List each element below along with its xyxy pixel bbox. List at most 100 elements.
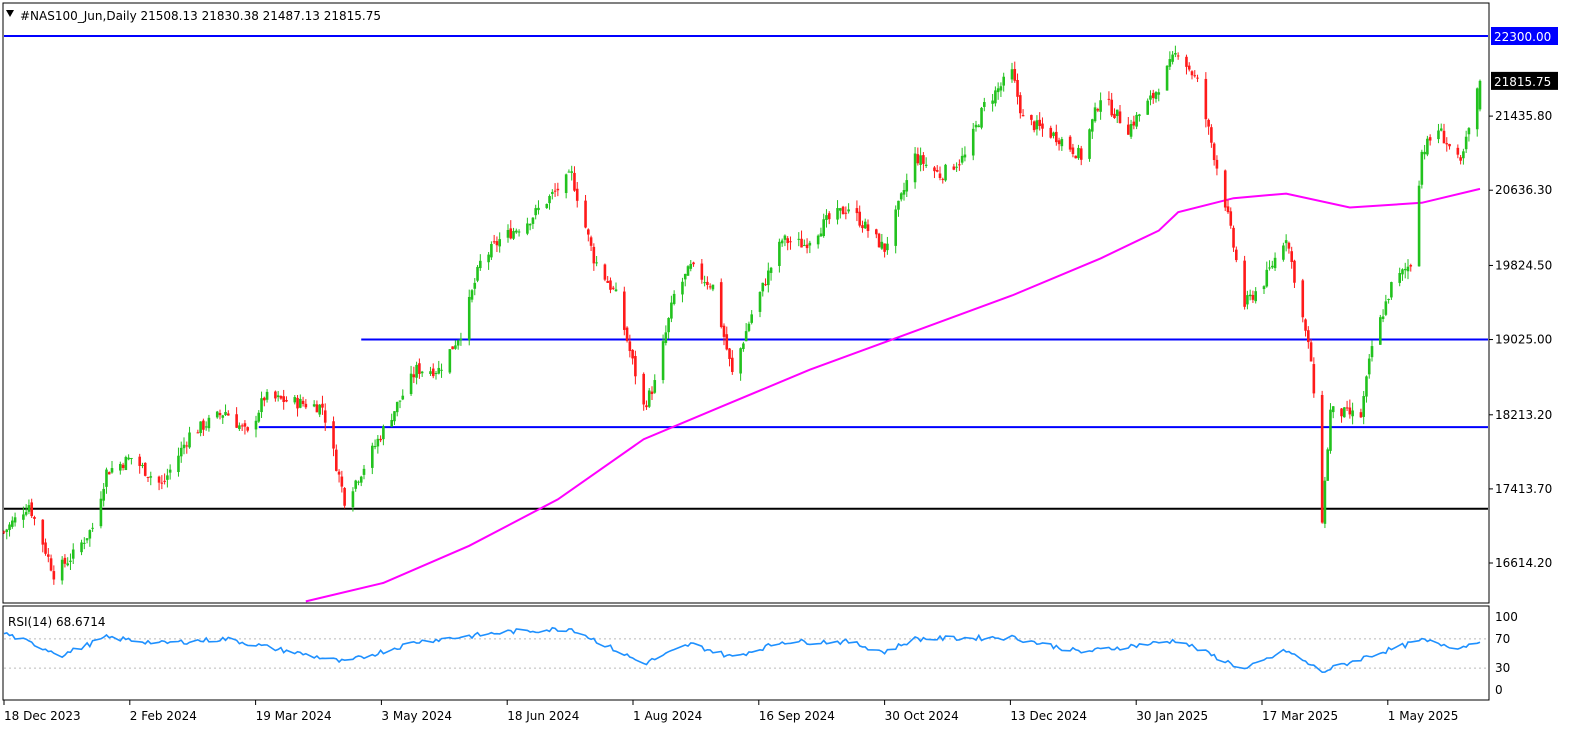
candle-body (373, 446, 377, 448)
time-tick-label: 18 Dec 2023 (4, 709, 81, 723)
candle-body (11, 520, 14, 527)
candle-body (681, 281, 684, 295)
candle-body (318, 404, 321, 415)
candle-body (1287, 242, 1291, 249)
candle-body (1110, 99, 1113, 116)
candle-body (983, 102, 986, 107)
candle-body (526, 223, 529, 234)
candle-body (1196, 77, 1199, 79)
candle-body (614, 289, 618, 292)
candle-body (899, 193, 903, 200)
candle-body (551, 192, 554, 194)
candle-body (1448, 143, 1451, 147)
candle-body (1068, 136, 1072, 150)
triangle-down-icon[interactable] (6, 10, 14, 17)
candle-body (138, 456, 141, 466)
candle-body (285, 399, 288, 402)
candle-body (315, 404, 319, 413)
candle-body (935, 169, 939, 172)
candle-body (825, 215, 828, 220)
candle-body (359, 476, 363, 483)
candle-body (1265, 269, 1269, 287)
candle-body (1343, 407, 1346, 418)
candle-body (722, 325, 726, 337)
candle-body (199, 421, 202, 434)
candle-body (121, 464, 125, 469)
candle-body (52, 571, 56, 580)
candle-body (844, 212, 848, 214)
candle-body (1340, 408, 1343, 417)
candle-body (459, 338, 463, 341)
candle-body (924, 164, 928, 166)
candle-body (376, 438, 380, 447)
candle-body (686, 266, 690, 276)
candle-body (418, 363, 421, 374)
candle-body (769, 267, 773, 273)
candle-body (625, 327, 629, 341)
candle-body (340, 476, 344, 487)
candle-body (875, 229, 878, 235)
candle-body (1254, 291, 1257, 302)
candle-body (1464, 136, 1468, 150)
candle-body (1226, 206, 1230, 213)
candle-body (274, 391, 277, 399)
candle-body (221, 415, 225, 418)
candle-body (215, 411, 219, 418)
price-tick-label: 18213.20 (1495, 408, 1552, 422)
candle-body (1113, 113, 1116, 118)
candle-body (1074, 155, 1077, 159)
candle-body (1442, 130, 1446, 144)
time-tick-label: 18 Jun 2024 (507, 709, 579, 723)
candle-body (1359, 412, 1363, 418)
candle-body (71, 549, 75, 559)
candle-body (479, 260, 482, 269)
candle-body (1146, 100, 1149, 115)
candle-body (204, 426, 208, 428)
candle-body (1307, 330, 1310, 343)
candle-body (401, 395, 405, 400)
candle-body (282, 396, 285, 403)
candle-body (609, 280, 612, 290)
candle-body (382, 426, 385, 440)
candle-body (1426, 138, 1429, 155)
candle-body (22, 514, 25, 520)
candle-body (91, 527, 94, 529)
candle-body (650, 391, 654, 395)
candle-body (941, 178, 945, 180)
candle-body (296, 397, 299, 409)
candle-body (1331, 406, 1335, 413)
candle-body (1478, 80, 1482, 110)
candle-body (1057, 140, 1061, 145)
candle-body (805, 244, 809, 249)
candle-body (1365, 376, 1368, 397)
candle-body (398, 400, 402, 402)
rsi-tick-label: 0 (1495, 683, 1503, 697)
candle-body (1010, 69, 1014, 80)
candle-body (246, 427, 249, 431)
candle-body (1041, 123, 1044, 129)
candle-body (1055, 131, 1058, 143)
candle-body (955, 166, 958, 168)
candle-body (628, 341, 632, 352)
candle-body (1401, 269, 1404, 275)
candle-body (642, 373, 645, 405)
candle-body (667, 318, 670, 333)
candle-body (1077, 147, 1080, 159)
candle-body (584, 200, 587, 228)
candle-body (1035, 120, 1039, 130)
candle-body (670, 302, 673, 319)
candle-body (33, 517, 36, 519)
candle-body (487, 254, 490, 263)
candle-body (1390, 282, 1393, 298)
time-tick-label: 1 May 2025 (1388, 709, 1459, 723)
candle-body (1384, 301, 1388, 315)
candle-body (534, 208, 537, 216)
candle-body (1060, 139, 1064, 147)
candle-body (1168, 59, 1172, 67)
candle-body (149, 476, 153, 478)
candle-body (1049, 127, 1053, 138)
candle-body (1127, 124, 1130, 135)
candle-body (130, 458, 133, 460)
